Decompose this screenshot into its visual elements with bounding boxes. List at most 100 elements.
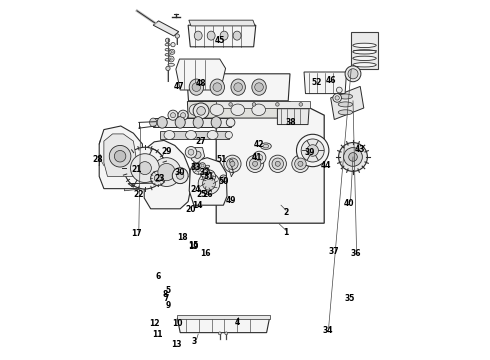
Circle shape [252, 161, 258, 166]
Text: 11: 11 [152, 330, 163, 338]
Circle shape [202, 177, 216, 190]
Polygon shape [160, 131, 229, 139]
Circle shape [195, 165, 198, 168]
Circle shape [345, 66, 361, 82]
Circle shape [299, 103, 303, 106]
Circle shape [202, 170, 207, 175]
Text: 41: 41 [252, 153, 263, 162]
Circle shape [255, 83, 263, 91]
Circle shape [198, 173, 220, 194]
Ellipse shape [252, 104, 266, 116]
Ellipse shape [233, 31, 241, 40]
Text: 24: 24 [190, 185, 200, 194]
Circle shape [269, 155, 286, 172]
Text: 44: 44 [320, 161, 331, 170]
Polygon shape [153, 118, 231, 127]
Text: 19: 19 [189, 242, 199, 251]
Ellipse shape [252, 79, 266, 95]
Circle shape [221, 177, 225, 180]
Circle shape [275, 161, 280, 166]
Circle shape [188, 149, 194, 155]
Circle shape [333, 94, 342, 102]
Text: 22: 22 [134, 190, 144, 199]
Text: 26: 26 [202, 190, 213, 199]
Circle shape [253, 151, 266, 164]
Circle shape [307, 145, 318, 156]
Polygon shape [277, 109, 309, 125]
Circle shape [166, 38, 170, 42]
Ellipse shape [165, 44, 170, 46]
Ellipse shape [210, 104, 224, 116]
Circle shape [171, 113, 175, 118]
Ellipse shape [353, 50, 376, 54]
Ellipse shape [231, 104, 245, 116]
Ellipse shape [168, 63, 174, 66]
Text: 52: 52 [312, 78, 322, 87]
Text: 30: 30 [175, 168, 185, 177]
Text: 31: 31 [204, 172, 214, 181]
Circle shape [172, 168, 188, 184]
Circle shape [349, 153, 357, 161]
Circle shape [178, 110, 188, 120]
Ellipse shape [157, 117, 167, 128]
Circle shape [168, 110, 178, 120]
Circle shape [152, 158, 181, 186]
Bar [176, 315, 270, 319]
Circle shape [301, 139, 324, 162]
Text: 10: 10 [172, 320, 183, 328]
Ellipse shape [338, 110, 353, 115]
Text: 14: 14 [192, 201, 203, 210]
Text: 46: 46 [326, 76, 337, 85]
Ellipse shape [165, 59, 170, 61]
Text: 20: 20 [185, 205, 196, 214]
Circle shape [348, 69, 358, 79]
Circle shape [201, 164, 204, 167]
Circle shape [170, 58, 172, 60]
Polygon shape [187, 102, 291, 118]
Circle shape [339, 143, 368, 171]
Polygon shape [99, 126, 143, 189]
Circle shape [171, 42, 175, 47]
Circle shape [139, 162, 151, 175]
Text: 21: 21 [131, 166, 142, 175]
Circle shape [220, 175, 227, 182]
Circle shape [213, 83, 221, 91]
Polygon shape [176, 59, 225, 90]
Ellipse shape [338, 94, 353, 99]
Text: 39: 39 [305, 148, 315, 157]
Circle shape [272, 158, 284, 170]
Ellipse shape [353, 63, 376, 67]
Circle shape [193, 163, 204, 174]
Ellipse shape [261, 143, 271, 149]
Polygon shape [189, 20, 255, 26]
Circle shape [192, 83, 201, 91]
Circle shape [249, 158, 261, 170]
Circle shape [294, 158, 306, 170]
Circle shape [171, 51, 173, 53]
Circle shape [196, 166, 201, 171]
Polygon shape [216, 101, 310, 108]
Text: 16: 16 [200, 249, 211, 258]
Circle shape [154, 175, 162, 182]
Text: 37: 37 [329, 248, 340, 256]
Circle shape [169, 56, 174, 62]
Ellipse shape [193, 117, 203, 128]
Text: 23: 23 [154, 175, 165, 184]
Text: 32: 32 [199, 168, 210, 177]
Text: 4: 4 [235, 318, 241, 327]
Text: 17: 17 [131, 229, 142, 238]
Text: 48: 48 [196, 79, 206, 88]
Polygon shape [331, 86, 364, 120]
Polygon shape [189, 158, 227, 205]
Text: 15: 15 [188, 241, 198, 250]
Circle shape [227, 158, 238, 170]
Polygon shape [177, 318, 270, 333]
Circle shape [130, 154, 159, 183]
Ellipse shape [149, 118, 157, 127]
Ellipse shape [194, 31, 202, 40]
Circle shape [199, 163, 205, 168]
Polygon shape [190, 148, 205, 164]
Text: 43: 43 [355, 145, 366, 154]
Text: 3: 3 [192, 337, 197, 346]
Ellipse shape [338, 102, 353, 107]
